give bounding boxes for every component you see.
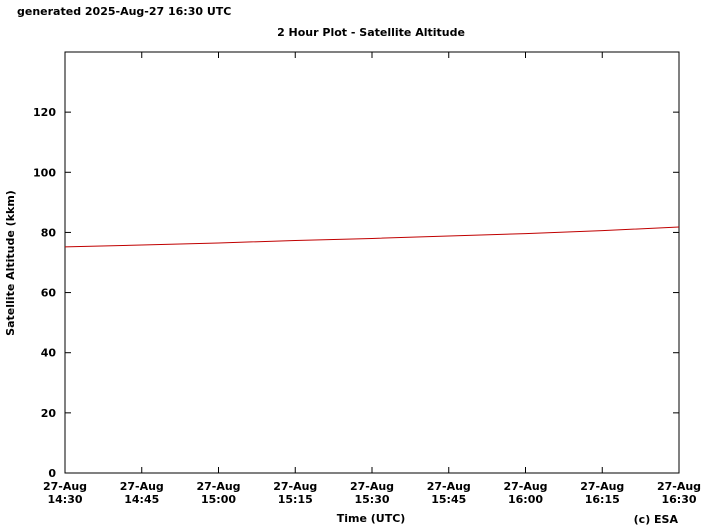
x-tick-label: 27-Aug 15:45 [427,480,471,506]
y-tick-label: 20 [41,407,57,420]
y-tick-label: 60 [41,287,57,300]
chart-title: 2 Hour Plot - Satellite Altitude [277,26,465,39]
data-line [64,226,680,248]
x-tick-label: 27-Aug 15:30 [350,480,394,506]
y-tick-label: 120 [33,106,56,119]
credit: (c) ESA [634,513,679,526]
x-tick-label: 27-Aug 14:30 [43,480,87,506]
y-tick-label: 80 [41,226,57,239]
x-tick-label: 27-Aug 16:00 [503,480,547,506]
y-tick-label: 100 [33,166,56,179]
x-tick-label: 27-Aug 15:15 [273,480,317,506]
x-tick-label: 27-Aug 15:00 [196,480,240,506]
x-tick-label: 27-Aug 16:15 [580,480,624,506]
x-axis-label: Time (UTC) [337,512,406,525]
y-tick-label: 40 [41,347,57,360]
x-tick-label: 27-Aug 16:30 [657,480,701,506]
chart-subtitle: generated 2025-Aug-27 16:30 UTC [17,5,231,18]
y-tick-label: 0 [48,467,56,480]
y-axis-label: Satellite Altitude (kkm) [4,190,17,336]
x-tick-label: 27-Aug 14:45 [120,480,164,506]
